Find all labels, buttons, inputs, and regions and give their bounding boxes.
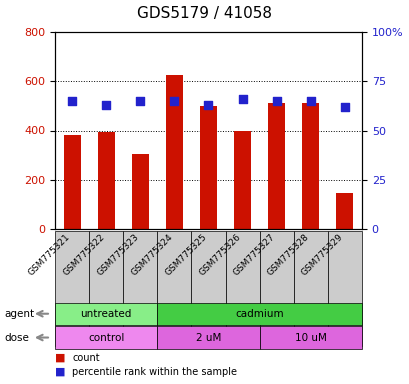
- Point: [137, 98, 143, 104]
- Point: [341, 104, 347, 110]
- Bar: [267, 103, 285, 229]
- Text: GSM775329: GSM775329: [299, 232, 344, 277]
- Point: [171, 98, 177, 104]
- Text: count: count: [72, 353, 100, 362]
- Text: dose: dose: [4, 333, 29, 343]
- Point: [205, 102, 211, 108]
- Text: control: control: [88, 333, 124, 343]
- Point: [69, 98, 75, 104]
- Bar: [336, 193, 353, 229]
- Text: GSM775325: GSM775325: [163, 232, 208, 277]
- Text: GSM775326: GSM775326: [197, 232, 242, 277]
- Point: [239, 96, 245, 102]
- Text: GSM775323: GSM775323: [95, 232, 140, 277]
- Bar: [301, 103, 319, 229]
- Bar: [200, 106, 216, 229]
- Text: 10 uM: 10 uM: [294, 333, 326, 343]
- Bar: [131, 154, 148, 229]
- Text: GSM775322: GSM775322: [61, 232, 106, 277]
- Bar: [234, 131, 251, 229]
- Bar: [97, 132, 115, 229]
- Bar: [166, 75, 182, 229]
- Text: untreated: untreated: [80, 309, 132, 319]
- Text: percentile rank within the sample: percentile rank within the sample: [72, 367, 237, 377]
- Text: ■: ■: [55, 353, 65, 362]
- Text: ■: ■: [55, 367, 65, 377]
- Point: [307, 98, 313, 104]
- Text: GSM775328: GSM775328: [265, 232, 310, 277]
- Text: GDS5179 / 41058: GDS5179 / 41058: [137, 6, 272, 21]
- Text: GSM775327: GSM775327: [231, 232, 276, 277]
- Text: cadmium: cadmium: [235, 309, 283, 319]
- Bar: [63, 136, 81, 229]
- Text: GSM775324: GSM775324: [129, 232, 174, 277]
- Text: GSM775321: GSM775321: [27, 232, 72, 277]
- Text: 2 uM: 2 uM: [196, 333, 220, 343]
- Point: [103, 102, 109, 108]
- Point: [273, 98, 279, 104]
- Text: agent: agent: [4, 309, 34, 319]
